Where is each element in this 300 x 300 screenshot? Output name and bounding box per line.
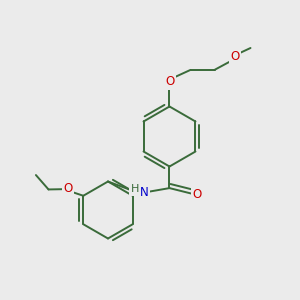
Text: O: O	[193, 188, 202, 201]
Text: O: O	[165, 75, 174, 88]
Text: O: O	[63, 182, 73, 195]
Text: N: N	[140, 186, 149, 199]
Text: H: H	[131, 184, 139, 194]
Text: O: O	[230, 50, 239, 64]
